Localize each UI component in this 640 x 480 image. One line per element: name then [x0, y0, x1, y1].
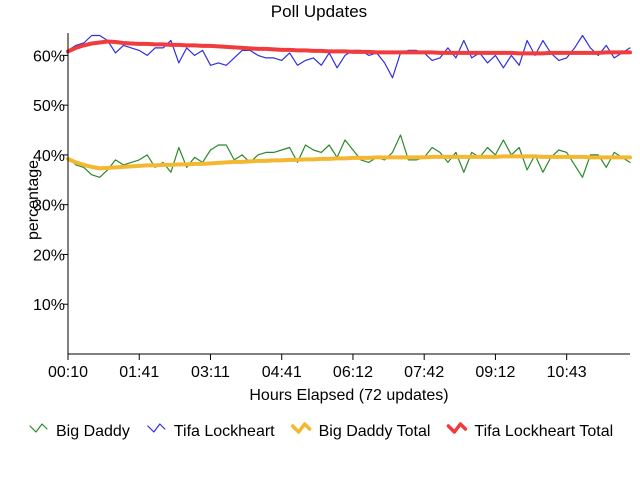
x-tick-label: 01:41	[119, 364, 159, 381]
series-line-2	[66, 154, 632, 171]
series-line-1	[67, 34, 631, 79]
legend-swatch-0	[29, 423, 48, 433]
y-tick-label: 10%	[33, 297, 65, 314]
legend-swatch-3	[446, 422, 468, 434]
x-tick-label: 09:12	[475, 364, 515, 381]
y-tick-label: 30%	[33, 198, 65, 215]
legend-swatch-1	[147, 423, 166, 433]
x-tick-label: 00:10	[48, 364, 88, 381]
y-axis-ticks: 10% 20% 30% 40% 50% 60%	[33, 48, 68, 314]
legend-label-3: Tifa Lockheart Total	[474, 423, 613, 440]
y-tick-label: 50%	[33, 98, 65, 115]
x-tick-label: 06:12	[333, 364, 373, 381]
y-tick-label: 40%	[33, 148, 65, 165]
y-tick-label: 20%	[33, 247, 65, 264]
plot-area	[66, 34, 632, 178]
x-axis-ticks: 00:10 01:41 03:11 04:41 06:12 07:42 09:12 10:43	[48, 354, 587, 381]
series-line-3	[66, 39, 632, 56]
x-tick-label: 03:11	[191, 364, 230, 381]
legend-label-1: Tifa Lockheart	[174, 423, 275, 440]
x-tick-label: 10:43	[547, 364, 587, 381]
legend-label-0: Big Daddy	[56, 423, 130, 440]
legend-label-2: Big Daddy Total	[319, 423, 431, 440]
x-axis-label: Hours Elapsed (72 updates)	[249, 387, 448, 404]
x-tick-label: 04:41	[262, 364, 302, 381]
chart-title: Poll Updates	[271, 2, 367, 21]
legend: Big Daddy Tifa Lockheart Big Daddy Total Ti…	[29, 422, 613, 440]
legend-swatch-2	[290, 422, 312, 434]
y-tick-label: 60%	[33, 48, 65, 65]
x-tick-label: 07:42	[404, 364, 444, 381]
y-axis-label: percentage	[25, 160, 42, 240]
